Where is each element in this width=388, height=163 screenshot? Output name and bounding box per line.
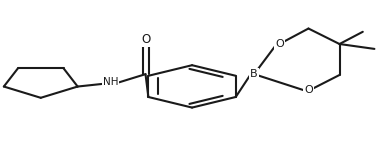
Text: B: B bbox=[250, 69, 258, 79]
Text: O: O bbox=[141, 33, 150, 46]
Text: NH: NH bbox=[103, 77, 118, 87]
Text: O: O bbox=[275, 39, 284, 49]
Text: O: O bbox=[304, 85, 313, 95]
